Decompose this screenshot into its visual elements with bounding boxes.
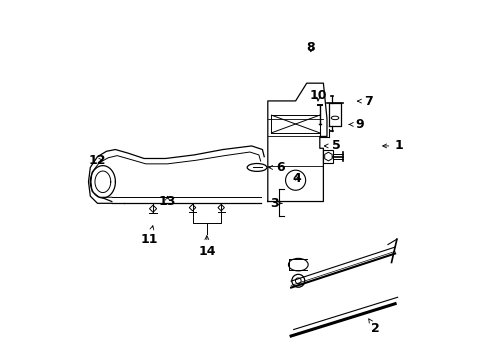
Text: 12: 12 (88, 154, 106, 167)
Text: 13: 13 (159, 195, 176, 208)
Text: 11: 11 (141, 226, 158, 246)
Text: 1: 1 (382, 139, 402, 152)
Text: 4: 4 (291, 172, 300, 185)
Text: 14: 14 (198, 236, 215, 258)
Text: 6: 6 (268, 161, 284, 174)
Text: 3: 3 (270, 197, 282, 210)
Text: 7: 7 (357, 95, 372, 108)
Bar (323, 150, 333, 163)
Text: 5: 5 (324, 139, 340, 152)
Text: 2: 2 (368, 319, 379, 335)
Text: 10: 10 (308, 89, 326, 102)
Text: 9: 9 (348, 118, 363, 131)
Text: 8: 8 (306, 41, 314, 54)
